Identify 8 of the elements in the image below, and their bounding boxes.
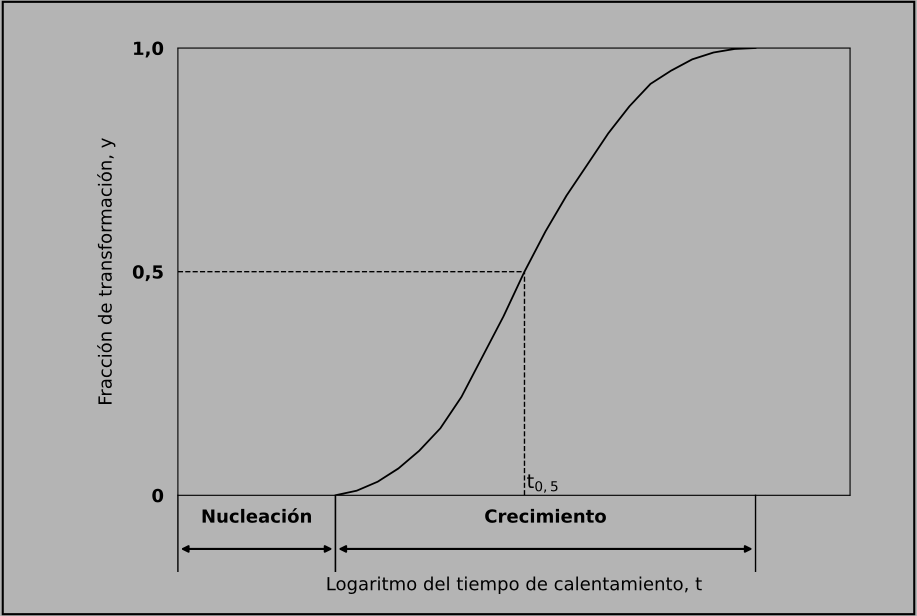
text: Nucleación xyxy=(202,508,311,523)
y-tick-label: 1,0 xyxy=(134,42,164,58)
y-axis-title: Fracción de transformación, y xyxy=(97,138,116,404)
y-tick-label: 0 xyxy=(152,488,164,502)
annotation: t$_{0,5}$ xyxy=(527,474,558,493)
y-tick-label: 0,5 xyxy=(132,265,163,282)
text: Crecimiento xyxy=(485,508,606,523)
x-axis-title: Logaritmo del tiempo de calentamiento, t xyxy=(328,576,702,594)
